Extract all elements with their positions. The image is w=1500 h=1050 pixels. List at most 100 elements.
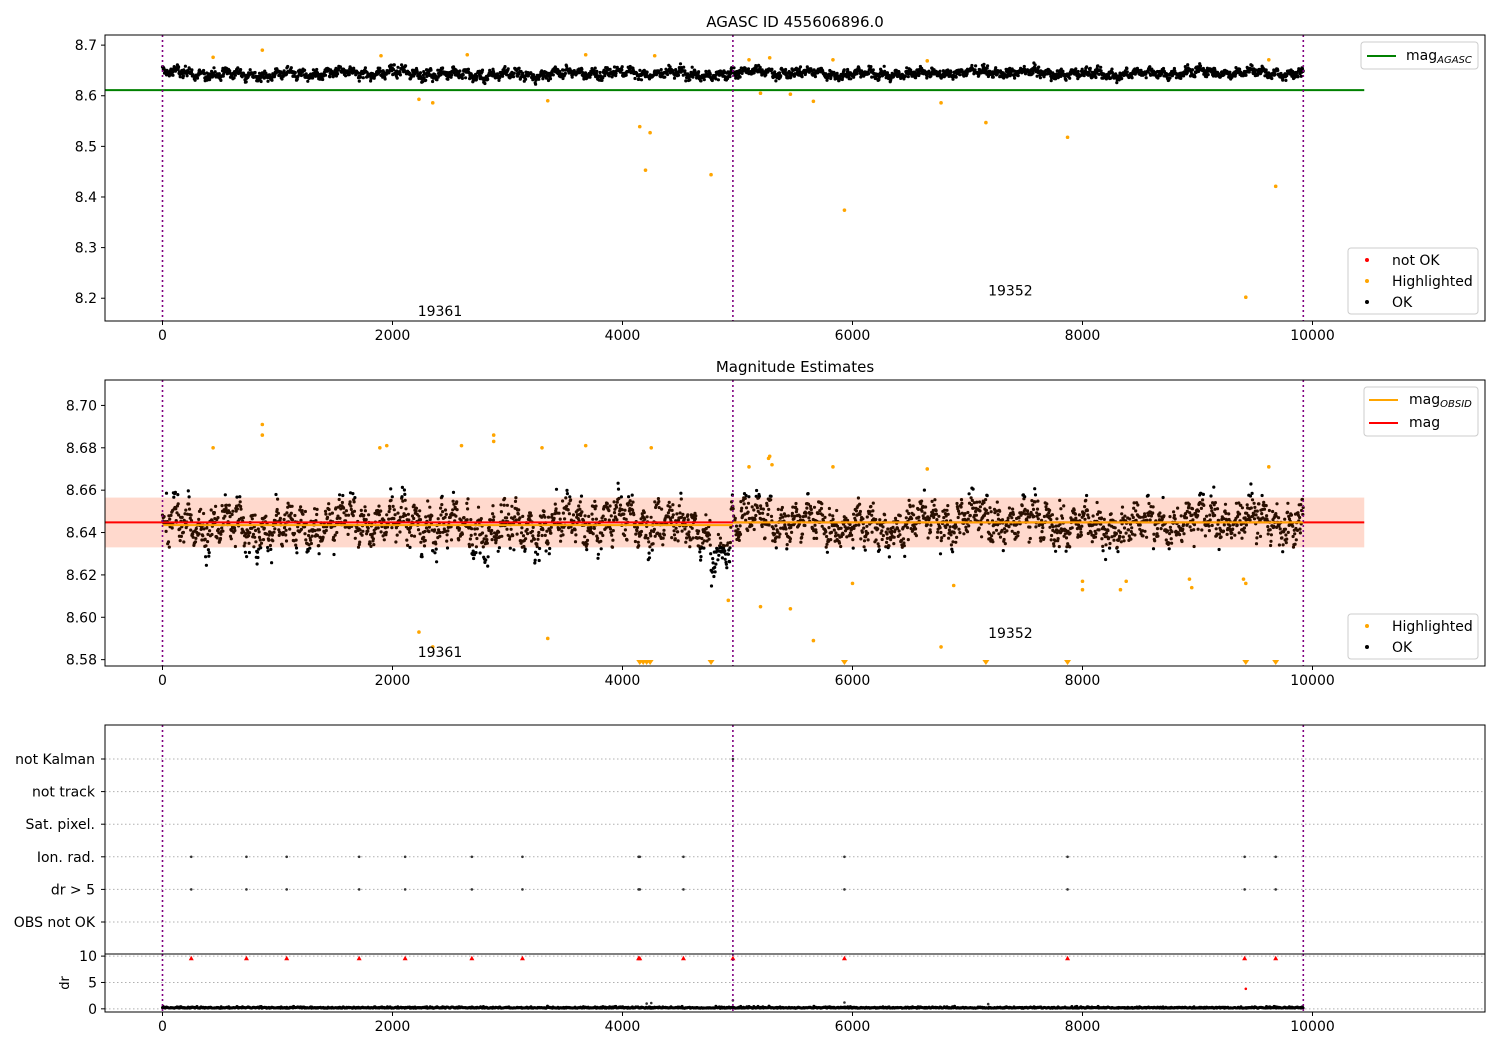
ok-point [221,74,225,78]
ok-point [723,549,727,553]
ok-point [1149,73,1153,77]
highlighted-point [984,120,988,125]
ok-point [1284,78,1288,82]
ok-point [172,495,176,499]
ok-point [301,512,305,516]
ok-point [838,77,842,81]
ok-point [204,544,208,548]
ok-point [423,538,427,543]
ok-point [698,550,702,554]
ok-point [306,549,310,553]
ok-point [402,488,406,492]
ok-point [846,70,850,74]
ok-point [377,513,381,517]
ok-point [970,63,974,68]
ok-point [856,496,861,500]
ok-point [473,532,477,536]
ok-point [907,511,911,516]
ok-point [855,72,859,76]
ok-point [808,504,813,508]
ok-point [169,513,173,518]
ok-point [891,525,895,530]
ok-point [559,539,563,543]
ok-point [892,542,896,546]
ok-point [800,75,804,79]
ok-point [726,552,731,556]
ok-point [485,538,489,542]
ok-point [982,62,986,66]
ok-point [662,528,666,532]
ok-point [492,515,496,519]
ok-point [866,72,871,76]
ok-point [353,536,357,540]
ok-point [740,506,744,510]
ok-point [954,540,958,544]
ok-point [208,529,212,533]
ok-point [809,507,813,512]
ok-point [650,548,654,552]
ok-point [440,494,444,498]
ok-point [1296,75,1300,79]
ok-point [852,526,856,531]
ok-point [466,67,470,71]
ok-point [835,71,839,75]
ok-point [352,500,356,504]
ok-point [893,528,897,532]
ok-point [618,503,623,507]
ok-point [546,541,550,545]
ok-point [690,526,694,530]
ok-point [505,516,509,520]
ok-point [978,505,983,509]
ok-point [567,502,571,506]
ok-point [472,556,476,561]
ok-point [340,70,344,74]
ok-point [726,541,730,545]
ok-point [688,545,692,549]
ok-point [906,538,910,542]
ok-point [542,509,546,514]
ok-point [680,529,684,533]
ok-point [561,68,566,72]
ok-point [476,505,481,509]
ok-point [1273,72,1277,77]
ok-point [639,529,644,534]
ok-point [598,70,602,75]
ok-point [567,512,572,516]
ok-point [540,515,544,519]
ok-point [253,513,257,517]
ok-point [946,512,950,516]
panel-title: AGASC ID 455606896.0 [706,13,884,31]
ok-point [587,514,591,519]
ok-point [519,541,523,545]
legend-agasc: magAGASC [1360,41,1479,70]
ok-point [829,530,834,535]
ok-point [284,539,289,543]
ok-point [333,533,337,537]
ok-point [358,528,362,532]
ok-point [1148,65,1152,69]
ok-point [738,524,742,528]
ok-point [852,512,856,516]
ok-point [511,75,516,79]
ok-point [244,80,248,84]
ok-point [893,516,898,521]
ok-points [160,61,1305,86]
ok-point [307,529,311,533]
ok-point [874,538,878,542]
ok-point [769,498,773,502]
legend-label: OK [1392,295,1413,311]
ok-point [1074,67,1078,71]
highlighted-point [417,97,421,102]
ok-point [328,512,332,516]
ok-point [164,491,169,495]
ok-point [841,532,845,537]
ok-point [846,518,850,523]
ok-point [877,75,882,79]
ok-point [943,511,948,516]
ok-point [448,515,452,520]
ok-point [1285,72,1289,76]
ok-point [528,518,532,522]
ok-point [638,68,642,72]
ok-point [507,512,511,516]
ok-point [769,494,773,498]
